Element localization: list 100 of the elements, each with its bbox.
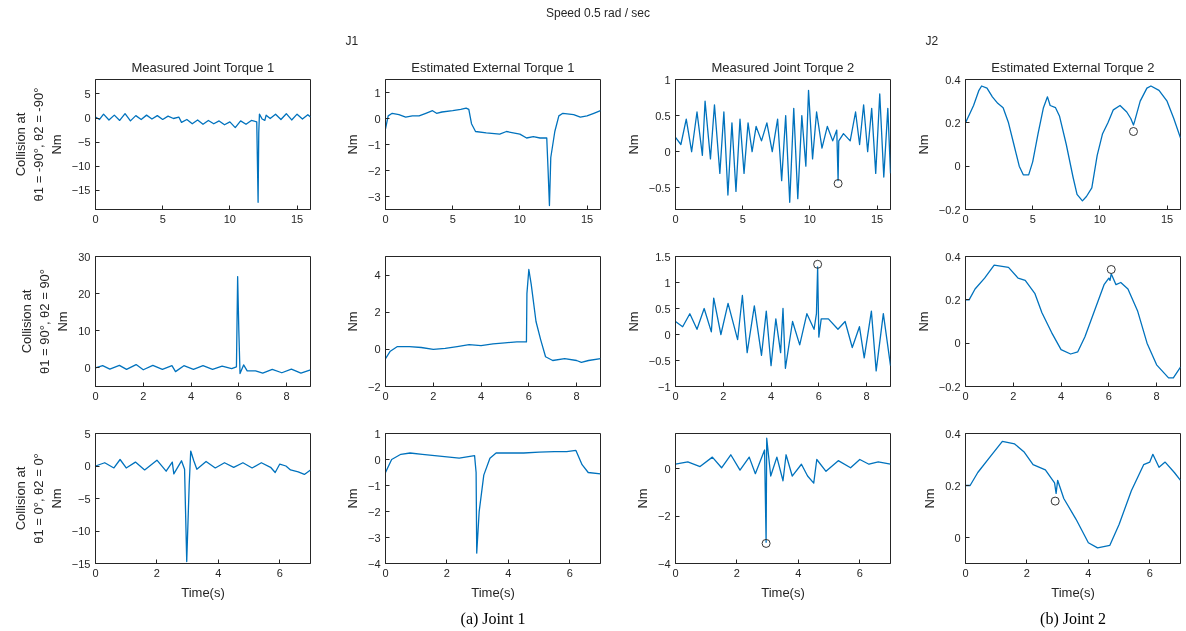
- y-axis-title: Nm: [344, 134, 360, 155]
- x-tick-label: 2: [1010, 389, 1017, 402]
- x-tick-label: 6: [276, 566, 283, 579]
- y-tick-label: 2: [374, 306, 381, 319]
- x-tick-label: 6: [235, 389, 242, 402]
- y-axis-title: Nm: [634, 488, 650, 509]
- y-tick-label: −10: [71, 160, 91, 173]
- x-tick-label: 2: [1023, 566, 1030, 579]
- y-tick-label: 0.5: [655, 302, 671, 315]
- y-tick-label: −3: [367, 190, 381, 203]
- x-tick-label: 0: [92, 389, 99, 402]
- y-tick-label: −1: [367, 138, 381, 151]
- text: (b) Joint 2: [1040, 609, 1106, 628]
- y-axis-title: Nm: [922, 488, 938, 509]
- x-tick-label: 8: [863, 389, 870, 402]
- x-tick-label: 8: [573, 389, 580, 402]
- x-tick-label: 6: [1146, 566, 1153, 579]
- y-axis-title: Collision at θ1 = 90°, θ2 = 90° Nm: [19, 268, 71, 375]
- x-tick-label: 10: [223, 212, 237, 225]
- y-tick-label: 1: [664, 73, 671, 86]
- x-tick-label: 15: [1160, 212, 1174, 225]
- y-tick-label: 0.2: [945, 116, 961, 129]
- y-axis-title: Nm: [915, 134, 931, 155]
- x-tick-label: 6: [1105, 389, 1112, 402]
- line-series: [385, 268, 601, 364]
- y-tick-label: 20: [78, 287, 91, 300]
- y-tick-label: 0: [374, 453, 381, 466]
- x-tick-label: 0: [962, 212, 969, 225]
- text: J1: [345, 33, 359, 48]
- y-axis-title: Collision at θ1 = -90°, θ2 = -90° Nm: [12, 87, 64, 202]
- y-tick-label: 0: [954, 531, 961, 544]
- y-axis-title: Nm: [344, 311, 360, 332]
- x-tick-label: 2: [153, 566, 160, 579]
- y-tick-label: −15: [71, 184, 91, 197]
- y-tick-label: 0.2: [945, 479, 961, 492]
- x-tick-label: 0: [92, 566, 99, 579]
- x-axis-title: Time(s): [1051, 584, 1095, 600]
- x-axis-title: Time(s): [181, 584, 225, 600]
- y-tick-label: −4: [657, 557, 671, 570]
- y-tick-label: 30: [78, 250, 91, 263]
- x-tick-label: 4: [505, 566, 512, 579]
- y-tick-label: 0: [374, 343, 381, 356]
- y-tick-label: −0.2: [938, 203, 961, 216]
- y-tick-label: −5: [77, 492, 91, 505]
- y-tick-label: 0: [664, 462, 671, 475]
- x-tick-label: 15: [290, 212, 304, 225]
- y-tick-label: −2: [367, 505, 381, 518]
- x-tick-label: 0: [672, 566, 679, 579]
- x-tick-label: 0: [382, 566, 389, 579]
- y-tick-label: 0: [664, 145, 671, 158]
- y-tick-label: 5: [84, 427, 91, 440]
- x-tick-label: 2: [430, 389, 437, 402]
- y-tick-label: 0: [84, 460, 91, 472]
- x-tick-label: 5: [159, 212, 166, 225]
- y-tick-label: 1: [374, 86, 381, 99]
- x-tick-label: 0: [382, 389, 389, 402]
- x-tick-label: 2: [733, 566, 740, 579]
- y-tick-label: −5: [77, 136, 91, 149]
- y-tick-label: 0: [954, 337, 961, 350]
- text: Speed 0.5 rad / sec: [545, 5, 651, 22]
- x-tick-label: 0: [672, 212, 679, 225]
- y-tick-label: 0.4: [945, 427, 961, 440]
- y-tick-label: −10: [71, 525, 91, 537]
- x-tick-label: 4: [188, 389, 195, 402]
- y-tick-label: −2: [367, 164, 381, 177]
- x-tick-label: 15: [580, 212, 594, 225]
- y-tick-label: 0: [954, 160, 961, 173]
- x-tick-label: 6: [815, 389, 822, 402]
- y-tick-label: −1: [657, 380, 671, 393]
- y-axis-title: Nm: [344, 488, 360, 509]
- y-tick-label: 0.5: [655, 109, 671, 122]
- x-tick-label: 0: [672, 389, 679, 402]
- x-tick-label: 10: [1093, 212, 1107, 225]
- y-axis-title: Nm: [915, 311, 931, 332]
- y-axis-title: Nm: [625, 134, 641, 155]
- y-tick-label: −2: [657, 510, 671, 523]
- y-tick-label: 0: [84, 112, 91, 125]
- y-tick-label: −0.5: [648, 354, 671, 367]
- line-series: [385, 449, 601, 554]
- x-tick-label: 2: [720, 389, 727, 402]
- line-series: [675, 437, 891, 543]
- x-tick-label: 4: [1058, 389, 1065, 402]
- x-tick-label: 5: [1029, 212, 1036, 225]
- chart-title: Measured Joint Torque 2: [711, 59, 855, 75]
- x-tick-label: 4: [478, 389, 485, 402]
- x-tick-label: 4: [1085, 566, 1092, 579]
- x-axis-title: Time(s): [471, 584, 515, 600]
- y-tick-label: −15: [71, 557, 91, 570]
- x-tick-label: 4: [768, 389, 775, 402]
- y-tick-label: 1: [664, 276, 671, 289]
- x-tick-label: 0: [962, 566, 969, 579]
- x-axis-title: Time(s): [761, 584, 805, 600]
- x-tick-label: 2: [443, 566, 450, 579]
- x-tick-label: 4: [795, 566, 802, 579]
- line-series: [965, 85, 1181, 202]
- x-tick-label: 10: [513, 212, 527, 225]
- y-tick-label: 0: [84, 361, 91, 374]
- line-series: [95, 113, 311, 203]
- x-tick-label: 6: [566, 566, 573, 579]
- y-tick-label: 10: [78, 324, 91, 337]
